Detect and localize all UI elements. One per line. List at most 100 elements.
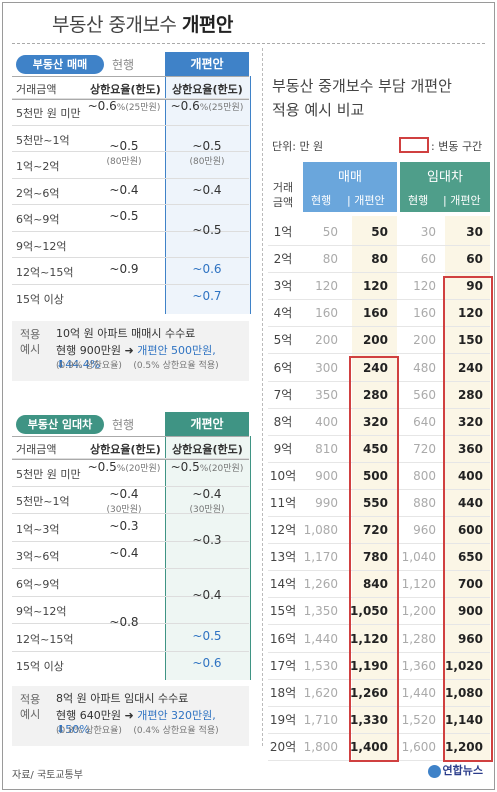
amount-label: 1억~3억	[16, 522, 60, 536]
sale-current-rate: ~0.6	[87, 99, 117, 114]
rent-current-limit: %(20만원)	[116, 463, 161, 474]
sale-current-value: 1,530	[303, 658, 338, 673]
sale-head-label: 매매	[338, 170, 362, 185]
amount-row: 6억~9억	[12, 568, 249, 597]
rent-current-value: 1,600	[401, 739, 436, 754]
title-divider	[12, 43, 485, 44]
rent-new-value: 120	[457, 306, 483, 321]
row-amount: 10억	[269, 468, 297, 483]
sale-new-value: 160	[362, 306, 388, 321]
rent-current-value: 640	[413, 414, 436, 429]
row-amount: 11억	[269, 496, 297, 510]
sale-new-value: 240	[362, 360, 388, 375]
amount-row: 12억~15억	[12, 257, 249, 285]
sale-current-value: 200	[315, 333, 338, 348]
rent-col-new: 상한요율(한도)	[172, 443, 243, 456]
rent-current-rate: ~0.5	[87, 459, 117, 474]
rent-current-label: 현행	[112, 418, 135, 432]
rent-example-line3: (0.8% 상한요율) (0.4% 상한요율 적용)	[56, 726, 219, 736]
row-amount: 3억	[273, 279, 293, 294]
rent-new-value: 280	[457, 387, 483, 402]
sale-new-value: 550	[362, 496, 388, 510]
row-amount: 12억	[269, 523, 297, 538]
amount-label: 15억 이상	[16, 292, 64, 306]
rent-new-value: 700	[457, 577, 483, 592]
comparison-row	[268, 543, 490, 572]
rent-head-label: 임대차	[427, 170, 463, 185]
sale-new-limit: %(25만원)	[199, 103, 244, 114]
sale-new-value: 280	[362, 387, 388, 402]
amount-row: 3억~6억	[12, 540, 249, 570]
comparison-row	[268, 489, 490, 517]
rent-current-rate: ~0.4	[109, 487, 139, 502]
rent-new-value: ~0.4 (30만원)	[165, 487, 249, 515]
rent-current-value: 30	[420, 225, 436, 239]
rent-new-value: 360	[457, 441, 483, 456]
amount-row: 15억 이상	[12, 650, 249, 680]
rent-new-value: 1,140	[445, 712, 483, 727]
rent-new-value: 960	[457, 631, 483, 646]
amount-row: 5천만 원 미만	[12, 458, 249, 487]
rent-col-amount: 거래금액	[16, 443, 57, 456]
row-amount: 13억	[269, 550, 297, 565]
amount-label: 3억~6억	[16, 550, 60, 564]
sale-current-value: 400	[315, 414, 338, 429]
sale-new-value: 1,190	[350, 658, 388, 673]
rent-current-rate: ~0.8	[109, 615, 139, 629]
sale-new-rate: ~0.5	[192, 222, 222, 237]
row-amount: 16억	[269, 631, 297, 646]
sale-new-value: 720	[362, 523, 388, 538]
source-note: 자료/ 국토교통부	[12, 770, 83, 781]
row-amount: 18억	[269, 685, 297, 700]
sale-new-head: 개편안	[165, 52, 249, 76]
sale-example-line1: 10억 원 아파트 매매시 수수료	[56, 327, 196, 340]
sale-current-value: 1,260	[303, 577, 338, 592]
sale-current-value: 120	[315, 279, 338, 294]
rent-new-value: 240	[457, 360, 483, 375]
rent-current-value: 560	[413, 387, 436, 402]
sale-new-value: 1,120	[350, 631, 388, 646]
comparison-row	[268, 408, 490, 436]
rent-table-header: 부동산 임대차 현행 개편안	[12, 412, 249, 436]
sale-current-rate: ~0.5	[109, 139, 139, 153]
amount-label: 5천만 원 미만	[16, 107, 81, 121]
amount-row: 5천만 원 미만	[12, 98, 249, 126]
logo-icon	[427, 764, 441, 778]
amount-row: 12억~15억	[12, 623, 249, 652]
rent-new-rate: ~0.4	[192, 587, 222, 602]
rent-current-value: 880	[413, 496, 436, 510]
rent-sub-cur: 현행	[408, 194, 429, 207]
comparison-row	[268, 218, 490, 246]
rent-example: 적용 예시 8억 원 아파트 임대시 수수료 현행 640만원 ➜ 개편안 320…	[12, 686, 249, 746]
sale-pill: 부동산 매매	[16, 55, 104, 74]
sale-sub-new: | 개편안	[347, 194, 385, 207]
amount-row: 9억~12억	[12, 230, 249, 259]
sale-example-tag: 적용 예시	[20, 328, 41, 356]
rent-current-value: ~0.8	[84, 615, 164, 629]
sale-new-value: 840	[362, 577, 388, 592]
sale-new-value: 500	[362, 468, 388, 483]
comparison-row	[268, 326, 490, 355]
sale-new-value: ~0.5	[165, 223, 249, 237]
amount-label: 6억~9억	[16, 577, 60, 591]
sale-new-value: ~0.7	[165, 289, 249, 303]
sale-new-value: 200	[362, 333, 388, 348]
amount-label: 5천만 원 미만	[16, 467, 81, 481]
rent-current-value: 160	[413, 306, 436, 321]
rent-current-value: 1,200	[401, 604, 436, 619]
sale-new-value: ~0.4	[165, 183, 249, 197]
rent-current-value: 200	[413, 333, 436, 348]
sale-column-head: 매매 현행 | 개편안	[303, 162, 397, 212]
rent-current-limit: (30만원)	[106, 505, 142, 516]
sale-current-value: 300	[315, 360, 338, 375]
sale-current-value: ~0.5	[84, 209, 164, 223]
amount-row: 15억 이상	[12, 283, 249, 312]
sale-new-rate: ~0.6	[170, 99, 200, 114]
column-divider	[262, 48, 263, 746]
comparison-row	[268, 706, 490, 734]
sale-current-value: ~0.5 (80만원)	[84, 139, 164, 167]
rent-new-value: ~0.5%(20만원)	[165, 460, 249, 474]
arrow-down-icon: ⬇	[56, 358, 66, 371]
sale-new-rate: ~0.5	[192, 139, 222, 153]
comparison-row	[268, 245, 490, 274]
